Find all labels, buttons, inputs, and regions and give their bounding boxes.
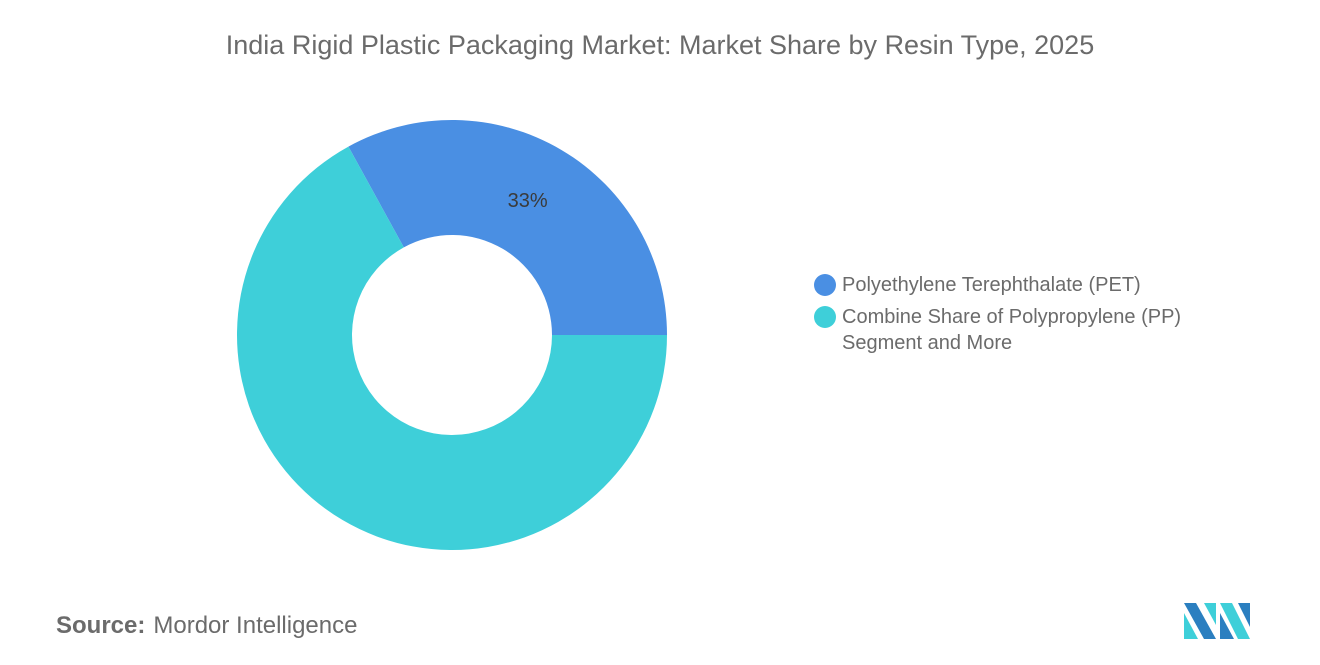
- legend-item-pp-and-more[interactable]: Combine Share of Polypropylene (PP) Segm…: [814, 304, 1194, 356]
- donut-slice-1[interactable]: [237, 146, 668, 551]
- legend-swatch-pet: [814, 274, 836, 296]
- legend-swatch-pp-and-more: [814, 306, 836, 328]
- source-label: Source:: [56, 612, 146, 639]
- mordor-intelligence-logo: [1184, 603, 1250, 639]
- legend-label-pet: Polyethylene Terephthalate (PET): [842, 274, 1141, 296]
- data-label-0: 33%: [508, 190, 548, 212]
- legend: Polyethylene Terephthalate (PET) Combine…: [814, 272, 1194, 362]
- chart-title: India Rigid Plastic Packaging Market: Ma…: [225, 30, 1095, 60]
- legend-item-pet[interactable]: Polyethylene Terephthalate (PET): [814, 272, 1194, 298]
- source-note: Source: Mordor Intelligence: [56, 612, 357, 640]
- legend-label-pp-and-more: Combine Share of Polypropylene (PP) Segm…: [842, 306, 1182, 354]
- donut-slice-0[interactable]: [348, 120, 667, 336]
- source-value: Mordor Intelligence: [153, 612, 358, 639]
